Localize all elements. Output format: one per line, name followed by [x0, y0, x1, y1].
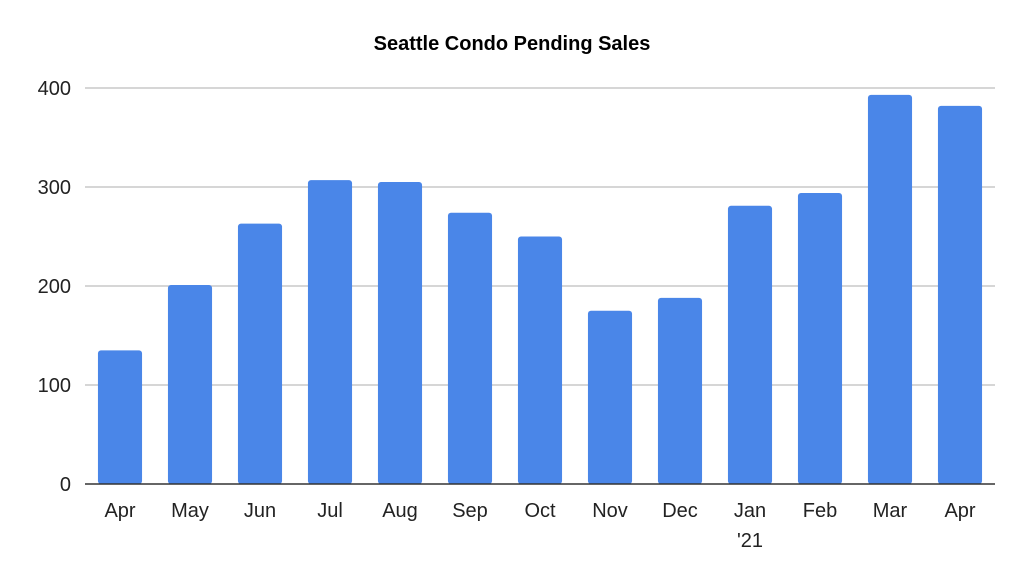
bar-2 [167, 285, 213, 484]
x-tick-label: Aug [382, 500, 418, 522]
x-tick-label: May [171, 500, 209, 522]
y-axis-ticks: 0 100 200 300 400 [38, 78, 71, 496]
bar-8 [587, 310, 633, 484]
x-tick-label: Nov [592, 500, 628, 522]
x-tick-label: Dec [662, 500, 698, 522]
y-tick-label: 300 [38, 177, 71, 199]
bars [97, 94, 983, 485]
y-tick-label: 100 [38, 375, 71, 397]
x-tick-label: Oct [524, 500, 556, 522]
bar-9 [657, 297, 703, 484]
y-tick-label: 400 [38, 78, 71, 100]
bar-6 [447, 212, 493, 485]
x-tick-label: Jul [317, 500, 343, 522]
x-axis-ticks: Apr May Jun Jul Aug Sep Oct Nov Dec Jan '21 Feb Mar A… [104, 500, 975, 552]
x-tick-label: Mar [873, 500, 908, 522]
bar-13 [937, 105, 983, 484]
bar-10 [727, 205, 773, 484]
bar-11 [797, 192, 843, 484]
y-tick-label: 0 [60, 474, 71, 496]
bar-4 [307, 180, 353, 484]
chart-title: Seattle Condo Pending Sales [374, 33, 651, 55]
x-tick-label: Feb [803, 500, 837, 522]
y-tick-label: 200 [38, 276, 71, 298]
bar-5 [377, 182, 423, 485]
x-tick-label: Sep [452, 500, 488, 522]
bar-7 [517, 236, 563, 484]
bar-1 [97, 350, 143, 484]
x-tick-label: Apr [104, 500, 135, 522]
x-tick-label: Jun [244, 500, 276, 522]
x-tick-label: Apr [944, 500, 975, 522]
bar-3 [237, 223, 283, 484]
bar-12 [867, 94, 913, 485]
x-tick-label: Jan '21 [734, 500, 766, 552]
